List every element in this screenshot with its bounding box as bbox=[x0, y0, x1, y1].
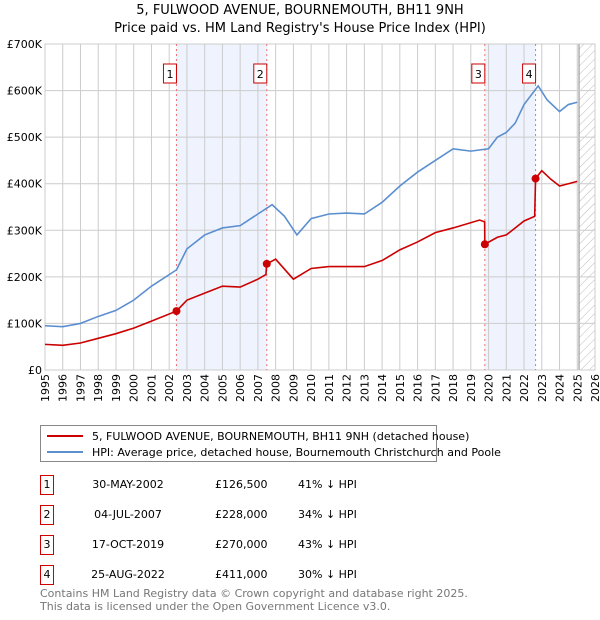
sale-label-box bbox=[471, 63, 486, 84]
sale-number-badge: 3 bbox=[40, 535, 54, 555]
hpi-line bbox=[44, 84, 578, 328]
footer: Contains HM Land Registry data © Crown c… bbox=[40, 587, 468, 613]
x-tick-label: 1998 bbox=[92, 374, 105, 402]
legend-blue-line bbox=[47, 451, 83, 453]
x-tick-label: 2024 bbox=[554, 374, 567, 402]
x-tick-label: 2025 bbox=[571, 374, 584, 402]
sale-number-badge: 1 bbox=[40, 475, 54, 495]
x-tick-label: 2004 bbox=[199, 374, 212, 402]
x-tick-label: 2009 bbox=[287, 374, 300, 402]
legend-red-label: 5, FULWOOD AVENUE, BOURNEMOUTH, BH11 9NH… bbox=[92, 429, 470, 443]
sale-hpi-diff: 41% ↓ HPI bbox=[298, 478, 357, 491]
sale-price: £411,000 bbox=[215, 568, 268, 581]
forecast-hatch bbox=[579, 44, 595, 370]
x-tick-label: 2012 bbox=[341, 374, 354, 402]
sale-date: 17-OCT-2019 bbox=[91, 538, 165, 551]
y-tick-label: £500K bbox=[7, 131, 43, 144]
footer-line-1: Contains HM Land Registry data © Crown c… bbox=[40, 587, 468, 600]
footer-line-2: This data is licensed under the Open Gov… bbox=[40, 600, 391, 613]
x-tick-label: 2006 bbox=[234, 374, 247, 402]
legend-blue-label: HPI: Average price, detached house, Bour… bbox=[92, 445, 501, 459]
y-tick-label: £400K bbox=[7, 178, 43, 191]
chart-title: 5, FULWOOD AVENUE, BOURNEMOUTH, BH11 9NH bbox=[136, 3, 464, 18]
sale-label-box bbox=[253, 63, 268, 84]
x-tick-label: 2026 bbox=[589, 374, 600, 402]
y-tick-label: £700K bbox=[7, 38, 43, 51]
sale-date: 25-AUG-2022 bbox=[91, 568, 165, 581]
x-tick-label: 1999 bbox=[110, 374, 123, 402]
sale-point bbox=[531, 174, 540, 183]
x-tick-label: 2017 bbox=[429, 374, 442, 402]
sale-label: 4 bbox=[526, 68, 533, 81]
sale-label-box bbox=[162, 63, 177, 84]
x-tick-label: 2011 bbox=[323, 374, 336, 402]
x-tick-label: 2018 bbox=[447, 374, 460, 402]
y-tick-label: £0 bbox=[28, 364, 42, 377]
sale-hpi-diff: 43% ↓ HPI bbox=[298, 538, 357, 551]
price-paid-line bbox=[44, 169, 578, 347]
sale-date: 30-MAY-2002 bbox=[92, 478, 164, 491]
sale-label: 1 bbox=[166, 68, 173, 81]
x-tick-label: 2003 bbox=[181, 374, 194, 402]
x-tick-label: 2005 bbox=[216, 374, 229, 402]
x-tick-label: 2022 bbox=[518, 374, 531, 402]
x-tick-label: 2001 bbox=[145, 374, 158, 402]
x-tick-label: 1997 bbox=[74, 374, 87, 402]
sale-point bbox=[172, 307, 181, 316]
plot-border bbox=[44, 43, 596, 371]
sale-price: £228,000 bbox=[215, 508, 268, 521]
y-tick-label: £600K bbox=[7, 85, 43, 98]
sale-price: £270,000 bbox=[215, 538, 268, 551]
x-tick-label: 2002 bbox=[163, 374, 176, 402]
sale-point bbox=[262, 259, 271, 268]
shaded-period bbox=[484, 44, 536, 370]
x-tick-label: 2019 bbox=[465, 374, 478, 402]
sale-label: 3 bbox=[475, 68, 482, 81]
x-tick-label: 2020 bbox=[483, 374, 496, 402]
legend-red-line bbox=[47, 435, 83, 437]
y-tick-label: £200K bbox=[7, 271, 43, 284]
x-tick-label: 2021 bbox=[500, 374, 513, 402]
x-tick-label: 2015 bbox=[394, 374, 407, 402]
sale-hpi-diff: 30% ↓ HPI bbox=[298, 568, 357, 581]
sale-label-box bbox=[522, 63, 537, 84]
x-tick-label: 2023 bbox=[536, 374, 549, 402]
sale-number-badge: 2 bbox=[40, 505, 54, 525]
x-tick-label: 2000 bbox=[128, 374, 141, 402]
y-tick-label: £100K bbox=[7, 317, 43, 330]
x-tick-label: 1996 bbox=[57, 374, 70, 402]
x-tick-label: 2008 bbox=[270, 374, 283, 402]
sale-number-badge: 4 bbox=[40, 565, 54, 585]
x-tick-label: 2013 bbox=[358, 374, 371, 402]
sale-hpi-diff: 34% ↓ HPI bbox=[298, 508, 357, 521]
x-tick-label: 2010 bbox=[305, 374, 318, 402]
sale-label: 2 bbox=[257, 68, 264, 81]
x-tick-label: 2016 bbox=[412, 374, 425, 402]
x-tick-label: 1995 bbox=[39, 374, 52, 402]
x-tick-label: 2014 bbox=[376, 374, 389, 402]
chart-subtitle: Price paid vs. HM Land Registry's House … bbox=[114, 21, 486, 36]
sale-date: 04-JUL-2007 bbox=[94, 508, 162, 521]
x-tick-label: 2007 bbox=[252, 374, 265, 402]
sale-point bbox=[480, 240, 489, 249]
price-chart: 1995 1996 1997 1998 1999 2000 2001 2002 2003 2004… bbox=[7, 38, 600, 402]
y-tick-label: £300K bbox=[7, 224, 43, 237]
sale-price: £126,500 bbox=[215, 478, 268, 491]
legend: 5, FULWOOD AVENUE, BOURNEMOUTH, BH11 9NH… bbox=[40, 425, 501, 462]
shaded-period bbox=[176, 44, 267, 370]
